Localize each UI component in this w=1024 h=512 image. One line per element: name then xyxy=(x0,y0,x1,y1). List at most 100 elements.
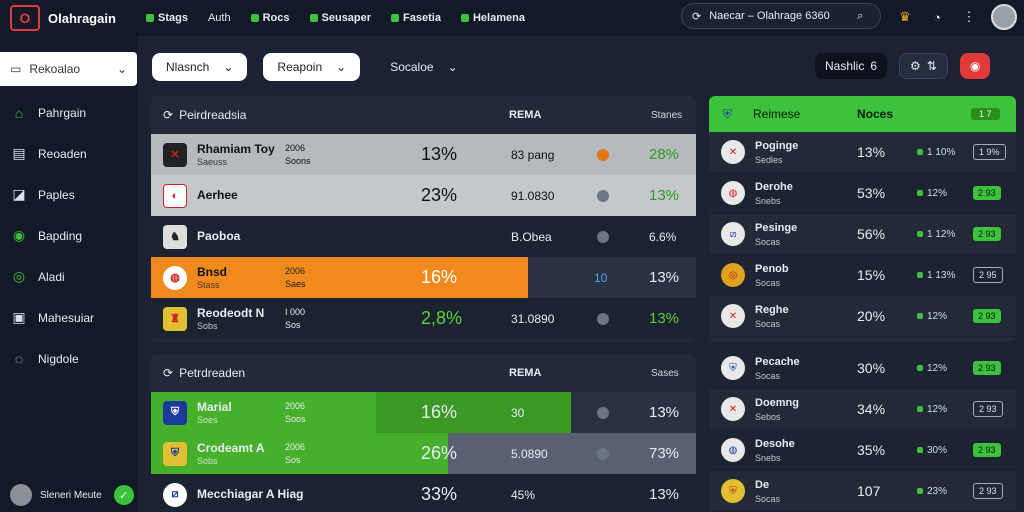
percent-value: 53% xyxy=(857,185,886,201)
search-box[interactable]: ⟳ ⌕ xyxy=(681,3,881,29)
sidebar-item[interactable]: ◪ Paples xyxy=(10,184,94,205)
odds-panel-header: ⛨ Reimese Noces 1 7 xyxy=(709,96,1016,132)
brand-logo-icon: O xyxy=(10,5,40,31)
odds-row[interactable]: ⛨ Pecache Socas 30% 12% 2 93 xyxy=(709,348,1016,389)
user-name: Sleneri Meute xyxy=(40,489,102,501)
team-name: Desohe xyxy=(755,438,795,450)
match-row[interactable]: ⛨ Crodeamt A Sobs 2006 Sos 26% 5.0890 73% xyxy=(151,433,696,474)
settings-button[interactable]: ⚙ ⇅ xyxy=(899,53,948,79)
percent-value: 15% xyxy=(857,267,886,283)
sidebar-item[interactable]: ▣ Mahesuiar xyxy=(10,307,94,328)
match-row[interactable]: ✕ Rhamiam Toy Saeuss 2006 Soons 13% 83 pa… xyxy=(151,134,696,175)
odds-badge[interactable]: 2 93 xyxy=(973,401,1003,417)
sidebar-item[interactable]: ◎ Aladi xyxy=(10,266,94,287)
filter-button[interactable]: Reapoin ⌄ xyxy=(263,53,361,81)
percent-value: 28% xyxy=(649,146,680,163)
check-icon[interactable]: ✓ xyxy=(113,485,134,505)
match-row[interactable]: ♜ Reodeodt N Sobs I 000 Sos 2,8% 31.0890 … xyxy=(151,298,696,339)
sidebar-items: ⌂ Pahrgain ▤ Reoaden ◪ Paples ◉ Bapding ◎ Ala… xyxy=(10,102,94,369)
match-row[interactable]: ◍ Bnsd Stass 2006 Saes 16% 10 13% xyxy=(151,257,696,298)
team-crest-icon: ◍ xyxy=(721,181,745,205)
odds-row[interactable]: ⛨ De Socas 107 23% 2 93 xyxy=(709,471,1016,512)
percent-value: 20% xyxy=(857,308,886,324)
panel-header: ⟳ Peirdreadsia REMA Stanes xyxy=(151,96,696,134)
mini-stats: 2006 Sos xyxy=(285,442,306,465)
odds-panel-2: ⛨ Pecache Socas 30% 12% 2 93 ✕ Doemng Sebos 34% 1… xyxy=(709,348,1016,512)
panel-icon: ▣ xyxy=(12,309,26,325)
team-crest-icon: ◎ xyxy=(721,263,745,287)
search-icon[interactable]: ⌕ xyxy=(857,9,864,22)
match-row[interactable]: ⧄ Mecchiagar A Hiag 33% 45% 13% xyxy=(151,474,696,512)
percent-value: 2,8% xyxy=(421,308,463,328)
odds-badge[interactable]: 2 93 xyxy=(973,186,1001,200)
odds-panel-1: ⛨ Reimese Noces 1 7 ✕ Poginge Sedles 13% 1 1… xyxy=(709,96,1016,342)
top-nav-item[interactable]: Stags xyxy=(146,12,188,24)
odds-badge[interactable]: 2 93 xyxy=(973,483,1003,499)
team-name: Reghe xyxy=(755,304,789,316)
filter-button[interactable]: Nlasnch ⌄ xyxy=(152,53,248,81)
top-nav-item[interactable]: Rocs xyxy=(250,12,290,24)
odds-row[interactable]: ⧄ Pesinge Socas 56% 1 12% 2 93 xyxy=(709,214,1016,255)
match-row[interactable]: ◐ Aerhee 23% 91.0830 13% xyxy=(151,175,696,216)
panel-header: ⟳ Petrdreaden REMA Sases xyxy=(151,354,696,392)
user-avatar[interactable] xyxy=(991,4,1017,30)
trophy-icon[interactable]: ♛ xyxy=(899,9,911,24)
top-nav-item[interactable]: Auth xyxy=(207,12,231,24)
notification-button[interactable]: ◉ xyxy=(959,53,991,79)
percent-value: 16% xyxy=(421,267,458,287)
refresh-icon[interactable]: ⟳ xyxy=(163,366,174,380)
sidebar-item[interactable]: ⌂ Pahrgain xyxy=(10,102,94,123)
more-icon[interactable]: ⋮ xyxy=(962,9,976,24)
team-crest-icon: ⧄ xyxy=(163,482,187,507)
sidebar-user[interactable]: Sleneri Meute ✓ xyxy=(10,484,134,506)
match-row[interactable]: ⛨ Marial Soes 2006 Soos 16% 30 13% xyxy=(151,392,696,433)
odds-row[interactable]: ✕ Reghe Socas 20% 12% 2 93 xyxy=(709,296,1016,337)
team-name: Bnsd xyxy=(197,265,227,279)
percent-value: 26% xyxy=(421,443,458,463)
odds-badge[interactable]: 2 93 xyxy=(973,309,1001,323)
team-name: Doemng xyxy=(755,397,799,409)
filter-label: Reapoin xyxy=(277,60,323,74)
filter-button[interactable]: Socaloe ⌄ xyxy=(376,53,471,81)
refresh-icon[interactable]: ⟳ xyxy=(163,108,174,122)
team-crest-icon: ◍ xyxy=(721,438,745,462)
odds-row[interactable]: ◎ Penob Socas 15% 1 13% 2 95 xyxy=(709,255,1016,296)
count-button[interactable]: Nashlic 6 xyxy=(815,53,888,79)
sidebar-item[interactable]: ◉ Bapding xyxy=(10,225,94,246)
search-input[interactable] xyxy=(709,10,850,22)
odds-row[interactable]: ◍ Desohe Snebs 35% 30% 2 93 xyxy=(709,430,1016,471)
brand[interactable]: O Olahragain xyxy=(0,5,140,31)
team-sub: Stass xyxy=(197,280,220,290)
mini-stats: 2006 Saes xyxy=(285,266,306,289)
sidebar-item[interactable]: ▤ Reoaden xyxy=(10,143,94,164)
home-icon: ⌂ xyxy=(14,104,24,121)
odds-row[interactable]: ✕ Poginge Sedles 13% 1 10% 1 9% xyxy=(709,132,1016,173)
sidebar: ▭ Rekoalao ⌄ ⌂ Pahrgain ▤ Reoaden ◪ Paples … xyxy=(0,36,137,512)
percent-value: 13% xyxy=(649,187,680,204)
sidebar-select[interactable]: ▭ Rekoalao ⌄ xyxy=(0,52,137,86)
team-name: Pesinge xyxy=(755,222,798,234)
folder-icon: ▭ xyxy=(10,62,22,76)
odds-badge[interactable]: 2 93 xyxy=(973,227,1001,241)
search-back-icon[interactable]: ⟳ xyxy=(692,10,702,23)
team-name: Penob xyxy=(755,263,789,275)
sidebar-select-label: Rekoalao xyxy=(29,62,81,76)
sidebar-item[interactable]: ◌ Nigdole xyxy=(10,348,94,369)
odds-badge[interactable]: 2 93 xyxy=(973,361,1001,375)
team-crest-icon: ⧄ xyxy=(721,222,745,246)
odds-badge[interactable]: 2 93 xyxy=(973,443,1001,457)
count-label: Nashlic xyxy=(825,59,865,73)
top-nav-item[interactable]: Helamena xyxy=(460,12,525,24)
ball-icon xyxy=(597,447,609,460)
odds-header-tag[interactable]: 1 7 xyxy=(971,108,1000,120)
top-nav-item[interactable]: Seusaper xyxy=(309,12,371,24)
odds-badge[interactable]: 1 9% xyxy=(973,144,1006,160)
odds-row[interactable]: ✕ Doemng Sebos 34% 12% 2 93 xyxy=(709,389,1016,430)
match-row[interactable]: ♞ Paoboa B.Obea 6.6% xyxy=(151,216,696,257)
odds-badge[interactable]: 2 95 xyxy=(973,267,1003,283)
trend-value: 12% xyxy=(917,404,947,415)
top-nav-item[interactable]: Fasetia xyxy=(391,12,441,24)
filter-label: Nlasnch xyxy=(166,60,210,74)
chat-icon[interactable]: ◔ xyxy=(933,9,941,25)
odds-row[interactable]: ◍ Derohe Snebs 53% 12% 2 93 xyxy=(709,173,1016,214)
